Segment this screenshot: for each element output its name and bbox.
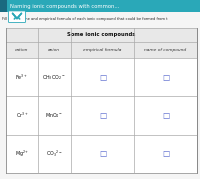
Bar xyxy=(6,58,197,96)
Text: Naming ionic compounds with common...: Naming ionic compounds with common... xyxy=(10,4,119,9)
Text: CH$_3$CO$_2$$^-$: CH$_3$CO$_2$$^-$ xyxy=(42,73,66,82)
Text: name of compound: name of compound xyxy=(144,48,187,52)
Text: □: □ xyxy=(99,111,106,120)
Text: □: □ xyxy=(99,73,106,82)
Text: Mg$^{2+}$: Mg$^{2+}$ xyxy=(15,149,29,159)
Text: □: □ xyxy=(162,73,169,82)
Text: MnO$_4$$^-$: MnO$_4$$^-$ xyxy=(45,111,63,120)
Bar xyxy=(0,0,7,12)
Text: □: □ xyxy=(99,149,106,158)
Bar xyxy=(6,28,197,42)
Bar xyxy=(7,0,200,12)
Bar xyxy=(6,42,197,58)
Text: Fill in the name and empirical formula of each ionic compound that could be form: Fill in the name and empirical formula o… xyxy=(2,17,168,21)
Bar xyxy=(6,96,197,135)
Text: Some ionic compounds: Some ionic compounds xyxy=(67,33,136,37)
Text: Cr$^{3+}$: Cr$^{3+}$ xyxy=(16,111,28,120)
Text: anion: anion xyxy=(48,48,60,52)
Text: Fe$^{3+}$: Fe$^{3+}$ xyxy=(15,73,28,82)
Bar xyxy=(6,135,197,173)
FancyBboxPatch shape xyxy=(8,11,26,23)
Bar xyxy=(6,28,197,173)
Text: CO$_3$$^{2-}$: CO$_3$$^{2-}$ xyxy=(46,149,63,159)
Text: cation: cation xyxy=(15,48,28,52)
Text: □: □ xyxy=(162,111,169,120)
Text: empirical formula: empirical formula xyxy=(83,48,122,52)
Text: □: □ xyxy=(162,149,169,158)
